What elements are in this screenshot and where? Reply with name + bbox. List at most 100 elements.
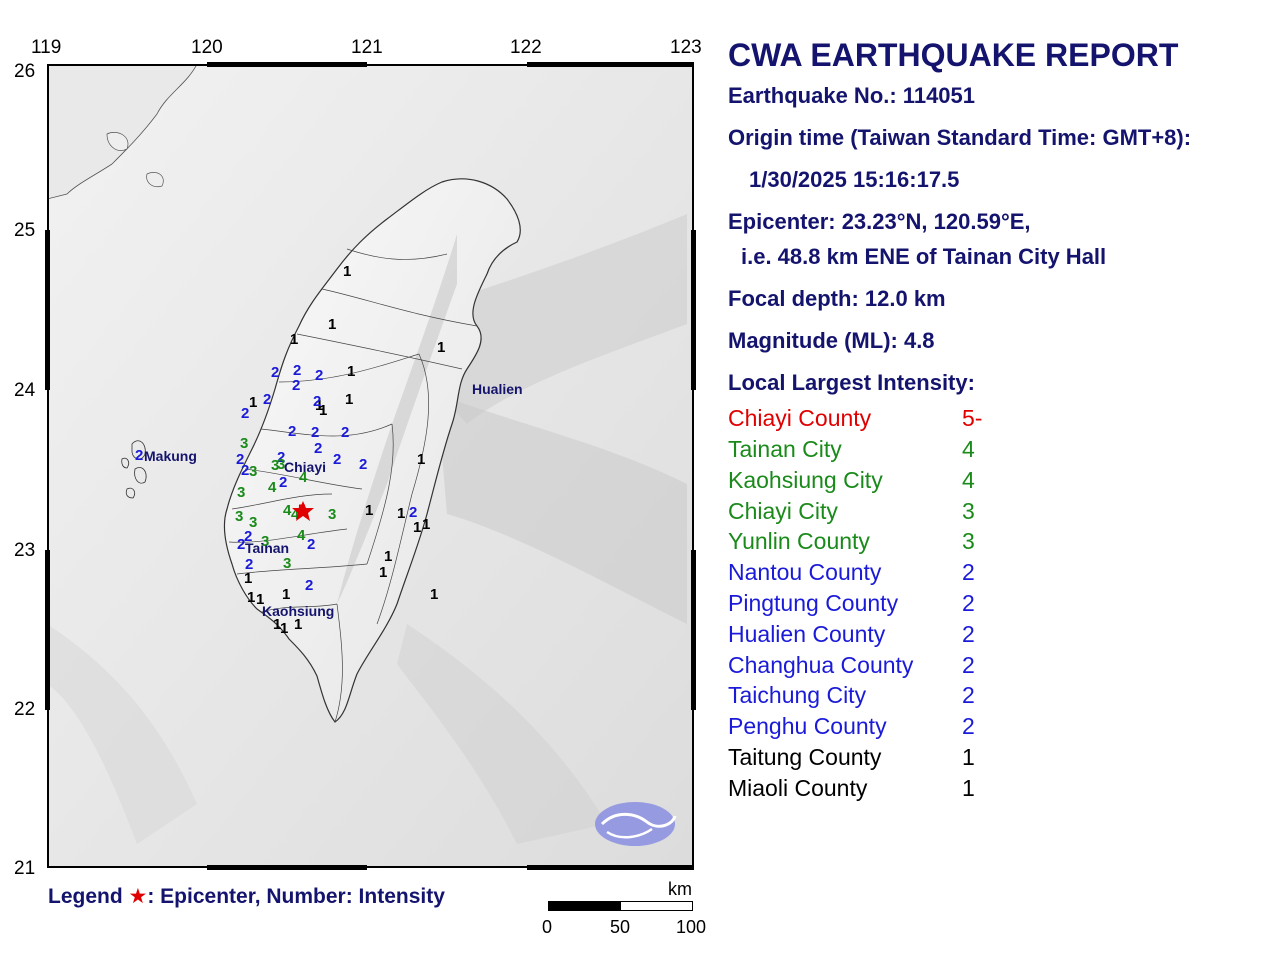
intensity-marker: 2	[313, 393, 321, 410]
frame-band-top	[207, 62, 367, 67]
intensity-marker: 1	[343, 263, 351, 280]
lat-label-26: 26	[14, 61, 36, 82]
intensity-marker: 3	[235, 508, 243, 525]
intensity-marker: 2	[293, 362, 301, 379]
intensity-place: Yunlin County	[728, 528, 870, 554]
intensity-marker: 1	[249, 394, 257, 411]
intensity-row: Penghu County 2	[728, 713, 988, 740]
intensity-marker: 1	[365, 502, 373, 519]
intensity-marker: 4	[291, 506, 300, 523]
intensity-marker: 1	[280, 620, 288, 637]
intensity-marker: 1	[247, 589, 255, 606]
intensity-row: Taichung City 2	[728, 682, 988, 709]
intensity-marker: 1	[384, 548, 392, 565]
intensity-marker: 2	[277, 449, 285, 466]
intensity-marker: 2	[311, 424, 319, 441]
map-frame-border	[47, 64, 694, 868]
intensity-value: 4	[962, 436, 975, 462]
intensity-place: Nantou County	[728, 559, 882, 585]
intensity-marker: 4	[299, 469, 308, 486]
epicenter-intensity: 5-	[298, 501, 311, 517]
intensity-value: 2	[962, 621, 975, 647]
place-label-makung: Makung	[144, 448, 197, 464]
intensity-value: 3	[962, 528, 975, 554]
intensity-place: Kaohsiung City	[728, 467, 883, 493]
intensity-marker: 1	[379, 564, 387, 581]
legend-prefix: Legend	[48, 885, 123, 908]
lat-label-21: 21	[14, 858, 36, 879]
epicenter-coordinates: Epicenter: 23.23°N, 120.59°E,	[728, 209, 1031, 234]
intensity-heading: Local Largest Intensity:	[728, 370, 975, 395]
intensity-row: Pingtung County 2	[728, 590, 988, 617]
intensity-marker: 1	[437, 339, 445, 356]
intensity-place: Pingtung County	[728, 590, 899, 616]
intensity-row: Chiayi City 3	[728, 498, 988, 525]
intensity-marker: 4	[268, 479, 277, 496]
frame-band-right	[691, 550, 696, 710]
intensity-marker: 3	[271, 457, 279, 474]
scale-unit: km	[668, 879, 692, 899]
intensity-marker: 1	[417, 451, 425, 468]
lat-label-25: 25	[14, 220, 36, 241]
lat-label-24: 24	[14, 380, 36, 401]
scale-label-50: 50	[610, 917, 631, 937]
intensity-marker: 4	[283, 502, 292, 519]
intensity-value: 1	[962, 775, 975, 801]
penghu-islands	[121, 440, 147, 499]
intensity-marker: 1	[328, 316, 336, 333]
intensity-place: Miaoli County	[728, 775, 868, 801]
intensity-marker: 2	[263, 391, 271, 408]
seafloor-relief	[437, 394, 687, 624]
place-label-kaohsiung: Kaohsiung	[262, 603, 334, 619]
intensity-marker: 2	[135, 447, 143, 464]
intensity-place: Taitung County	[728, 744, 882, 770]
intensity-marker: 2	[305, 577, 313, 594]
intensity-marker: 1	[273, 616, 281, 633]
intensity-row: Chiayi County 5-	[728, 405, 988, 432]
intensity-marker: 2	[279, 474, 287, 491]
epicenter-relative: i.e. 48.8 km ENE of Tainan City Hall	[741, 244, 1107, 269]
origin-time-label: Origin time (Taiwan Standard Time: GMT+8…	[728, 125, 1192, 150]
intensity-row: Taitung County 1	[728, 744, 988, 771]
intensity-place: Penghu County	[728, 713, 887, 739]
intensity-marker: 3	[261, 533, 269, 550]
intensity-marker: 3	[237, 484, 245, 501]
intensity-place: Chiayi City	[728, 498, 838, 524]
lon-label-123: 123	[670, 37, 702, 58]
intensity-row: Kaohsiung City 4	[728, 467, 988, 494]
frame-band-top	[527, 62, 694, 67]
intensity-marker: 3	[240, 435, 248, 452]
intensity-row: Yunlin County 3	[728, 528, 988, 555]
lon-label-122: 122	[510, 37, 542, 58]
intensity-marker: 1	[422, 516, 430, 533]
intensity-marker: 2	[237, 536, 245, 553]
seafloor-relief	[397, 624, 607, 844]
frame-band-bottom	[527, 865, 694, 870]
intensity-value: 4	[962, 467, 975, 493]
central-mountain-range	[337, 234, 457, 604]
intensity-marker: 2	[271, 364, 279, 381]
frame-band-left	[45, 230, 50, 390]
scale-bar-segment	[548, 901, 621, 911]
legend-text: : Epicenter, Number: Intensity	[147, 885, 445, 908]
intensity-marker: 2	[409, 504, 417, 521]
intensity-marker: 4	[297, 527, 306, 544]
lat-label-22: 22	[14, 699, 36, 720]
intensity-marker: 1	[244, 570, 252, 587]
mainland-coast	[47, 64, 198, 200]
intensity-marker: 2	[292, 377, 300, 394]
intensity-marker: 2	[315, 367, 323, 384]
intensity-marker: 3	[283, 555, 291, 572]
intensity-marker: 1	[413, 519, 421, 536]
intensity-marker: 2	[314, 440, 322, 457]
intensity-row: Hualien County 2	[728, 621, 988, 648]
intensity-marker: 2	[241, 405, 249, 422]
seafloor-relief	[47, 624, 197, 844]
scale-label-100: 100	[676, 917, 707, 937]
intensity-marker: 1	[347, 363, 355, 380]
intensity-marker: 3	[277, 456, 285, 473]
intensity-place: Changhua County	[728, 652, 914, 678]
intensity-marker: 3	[249, 514, 257, 531]
intensity-value: 5-	[962, 405, 983, 431]
